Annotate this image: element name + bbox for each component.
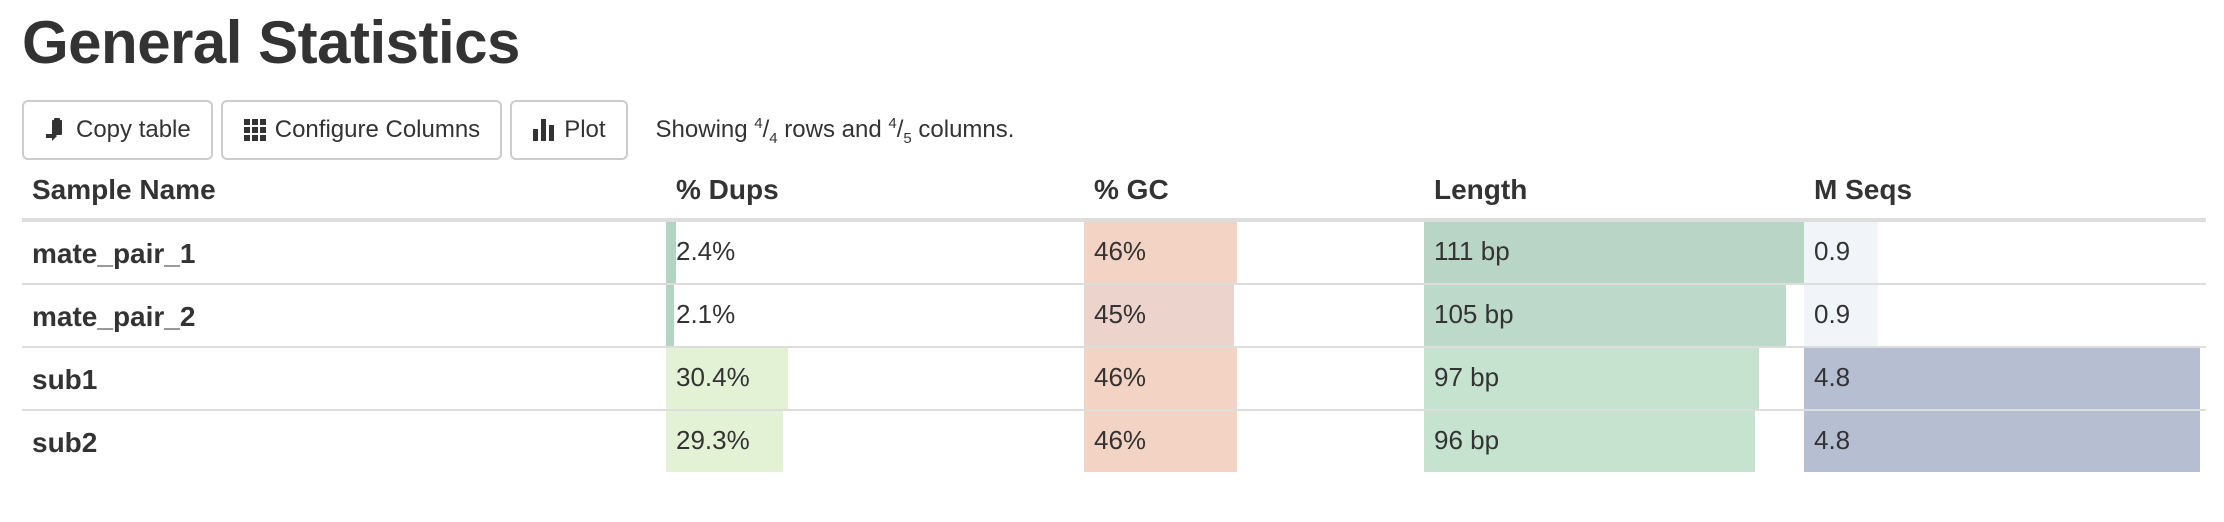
dups-bar — [666, 348, 788, 409]
gc-value: 46% — [1094, 236, 1147, 266]
copy-table-label: Copy table — [76, 116, 191, 143]
header-dups[interactable]: % Dups — [676, 174, 779, 205]
mseqs-value: 4.8 — [1814, 362, 1851, 392]
length-value: 105 bp — [1434, 299, 1514, 329]
header-mseqs[interactable]: M Seqs — [1814, 174, 1913, 205]
gc-value: 45% — [1094, 299, 1147, 329]
header-length[interactable]: Length — [1434, 174, 1528, 205]
length-value: 111 bp — [1434, 236, 1510, 266]
mseqs-bar — [1804, 411, 2200, 472]
dups-value: 30.4% — [676, 362, 750, 392]
rows-shown: 4 — [754, 115, 763, 132]
mseqs-bar — [1804, 348, 2200, 409]
dups-cell: 29.3% — [666, 411, 1084, 472]
table-header: Sample Name % Dups % GC Length M Seqs — [22, 168, 2206, 222]
dups-bar — [666, 411, 784, 472]
length-cell: 105 bp — [1424, 285, 1804, 346]
gc-bar — [1084, 411, 1238, 472]
length-value: 97 bp — [1434, 362, 1500, 392]
dups-bar — [666, 285, 675, 346]
gc-value: 46% — [1094, 425, 1147, 455]
configure-columns-button[interactable]: Configure Columns — [220, 100, 503, 160]
header-sample-name[interactable]: Sample Name — [32, 174, 216, 205]
length-value: 96 bp — [1434, 425, 1500, 455]
sample-name-cell: sub1 — [32, 364, 98, 395]
mseqs-cell: 4.8 — [1804, 411, 2204, 472]
dups-cell: 30.4% — [666, 348, 1084, 409]
gc-bar — [1084, 348, 1238, 409]
gc-cell: 46% — [1084, 348, 1424, 409]
dups-cell: 2.4% — [666, 222, 1084, 283]
configure-columns-label: Configure Columns — [274, 116, 481, 143]
sample-name-cell: sub2 — [32, 427, 98, 458]
mseqs-value: 4.8 — [1814, 425, 1851, 455]
length-cell: 111 bp — [1424, 222, 1804, 283]
plot-label: Plot — [564, 116, 606, 143]
mseqs-cell: 0.9 — [1804, 285, 2204, 346]
length-bar — [1424, 285, 1787, 346]
length-cell: 96 bp — [1424, 411, 1804, 472]
dups-bar — [666, 222, 676, 283]
gc-value: 46% — [1094, 362, 1147, 392]
page-title: General Statistics — [22, 9, 520, 76]
gc-bar — [1084, 222, 1238, 283]
gc-bar — [1084, 285, 1234, 346]
cols-total: 5 — [903, 129, 912, 147]
table-toolbar: Copy table Configure Columns — [22, 100, 1014, 160]
mseqs-value: 0.9 — [1814, 299, 1851, 329]
length-cell: 97 bp — [1424, 348, 1804, 409]
dups-value: 2.4% — [676, 236, 736, 266]
mseqs-value: 0.9 — [1814, 236, 1851, 266]
mseqs-cell: 4.8 — [1804, 348, 2204, 409]
copy-table-button[interactable]: Copy table — [22, 100, 213, 160]
length-bar — [1424, 348, 1759, 409]
length-bar — [1424, 222, 1804, 283]
bar-chart-icon — [532, 118, 556, 142]
mseqs-cell: 0.9 — [1804, 222, 2204, 283]
table-row: mate_pair_1 2.4% 46% 111 bp 0.9 — [22, 222, 2206, 285]
gc-cell: 45% — [1084, 285, 1424, 346]
dups-value: 2.1% — [676, 299, 736, 329]
dups-value: 29.3% — [676, 425, 750, 455]
length-bar — [1424, 411, 1756, 472]
copy-icon — [44, 118, 68, 142]
table-row: sub2 29.3% 46% 96 bp 4.8 — [22, 411, 2206, 472]
gc-cell: 46% — [1084, 222, 1424, 283]
header-gc[interactable]: % GC — [1094, 174, 1169, 205]
mseqs-bar — [1804, 285, 1879, 346]
general-stats-table: Sample Name % Dups % GC Length M Seqs ma… — [22, 168, 2206, 472]
sample-name-cell: mate_pair_2 — [32, 301, 196, 332]
mseqs-bar — [1804, 222, 1879, 283]
grid-icon — [243, 118, 267, 142]
plot-button[interactable]: Plot — [510, 100, 628, 160]
dups-cell: 2.1% — [666, 285, 1084, 346]
table-row: mate_pair_2 2.1% 45% 105 bp 0.9 — [22, 285, 2206, 348]
cols-shown: 4 — [888, 115, 897, 132]
gc-cell: 46% — [1084, 411, 1424, 472]
rows-total: 4 — [769, 129, 778, 147]
rows-columns-status: Showing 4/4 rows and 4/5 columns. — [655, 115, 1015, 147]
sample-name-cell: mate_pair_1 — [32, 238, 196, 269]
table-row: sub1 30.4% 46% 97 bp 4.8 — [22, 348, 2206, 411]
table-body: mate_pair_1 2.4% 46% 111 bp 0.9 mate_pair_2 2.… — [22, 222, 2206, 472]
